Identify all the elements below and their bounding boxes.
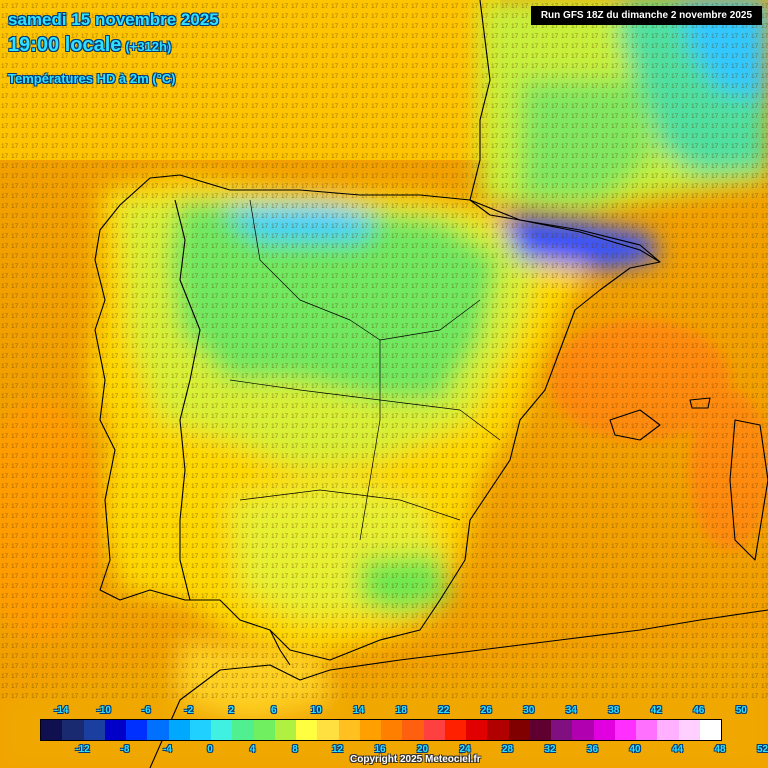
legend-swatch (508, 720, 530, 740)
spain-portugal-border (174, 199, 201, 601)
legend-swatch (296, 720, 318, 740)
legend-tick-top: 10 (310, 705, 322, 716)
legend-tick-top: 26 (480, 705, 492, 716)
legend-swatch (317, 720, 339, 740)
legend-tick-bottom: 28 (501, 744, 514, 755)
sardinia-outline (729, 419, 768, 561)
legend-tick-bottom: 16 (374, 744, 386, 755)
legend-tick-top: 22 (438, 705, 450, 716)
legend-tick-bottom: 24 (459, 744, 471, 755)
legend-tick-bottom: 0 (207, 744, 213, 755)
legend-tick-bottom: 36 (586, 744, 599, 755)
legend-swatch (657, 720, 679, 740)
legend-tick-top: 2 (228, 705, 235, 716)
legend-tick-bottom: 52 (756, 744, 768, 755)
legend-swatch (359, 720, 381, 740)
legend-swatch (189, 720, 211, 740)
legend-swatch (232, 720, 254, 740)
copyright-text: Copyright 2025 Meteociel.fr (350, 754, 481, 765)
legend-tick-top: -10 (96, 705, 111, 716)
legend-tick-top: 42 (650, 705, 662, 716)
legend-swatch (147, 720, 169, 740)
gibraltar-outline (269, 629, 291, 666)
france-coastline (469, 0, 491, 201)
legend-tick-bottom: 32 (544, 744, 556, 755)
legend-swatch (126, 720, 148, 740)
legend-tick-bottom: -8 (120, 744, 130, 755)
legend-tick-top: 30 (523, 705, 535, 716)
legend-tick-top: 18 (395, 705, 407, 716)
value-grid (0, 0, 768, 700)
legend-swatch (529, 720, 551, 740)
legend-swatch (614, 720, 636, 740)
morocco-coastline (149, 609, 768, 768)
legend-swatch (636, 720, 658, 740)
legend-swatch (699, 720, 721, 740)
legend-tick-bottom: 20 (416, 744, 429, 755)
legend-tick-bottom: -12 (75, 744, 90, 755)
field-title: Températures HD à 2m (°C) (8, 71, 176, 86)
regions-inner-d (359, 340, 381, 541)
regions-inner-a (249, 199, 481, 341)
legend-swatch (83, 720, 105, 740)
legend-tick-bottom: -4 (163, 744, 172, 755)
legend-tick-top: 34 (565, 705, 577, 716)
legend-swatch (678, 720, 700, 740)
legend-tick-top: -14 (54, 705, 69, 716)
offset-label: (+312h) (125, 39, 172, 54)
legend-top-ticks: -14 -10 -6 -2 2 6 10 14 18 22 26 30 34 38 42 46 50 (40, 705, 747, 718)
legend-tick-bottom: 48 (714, 744, 726, 755)
run-info-badge: Run GFS 18Z du dimanche 2 novembre 2025 (530, 6, 762, 25)
menorca-outline (689, 397, 711, 409)
legend-bottom-ticks: -12 -8 -4 0 4 8 12 16 20 24 28 32 36 40 44 48 52 (40, 744, 768, 757)
legend-swatch (466, 720, 488, 740)
time-title: 19:00 locale (+312h) (8, 34, 171, 57)
legend-swatch (41, 720, 63, 740)
legend-swatch (104, 720, 126, 740)
legend-swatch (423, 720, 445, 740)
legend-tick-bottom: 12 (331, 744, 344, 755)
legend-tick-bottom: 8 (292, 744, 298, 755)
iberia-coastline (94, 174, 661, 661)
color-legend (40, 719, 722, 741)
spain-france-border (469, 199, 661, 263)
legend-tick-top: 38 (608, 705, 620, 716)
legend-swatch (253, 720, 275, 740)
legend-tick-top: 46 (693, 705, 705, 716)
date-title: samedi 15 novembre 2025 (8, 10, 219, 29)
legend-swatch (211, 720, 233, 740)
legend-tick-top: 50 (735, 705, 747, 716)
legend-swatch (402, 720, 424, 740)
legend-swatch (274, 720, 296, 740)
legend-swatch (62, 720, 84, 740)
legend-swatch (338, 720, 360, 740)
legend-tick-bottom: 44 (671, 744, 684, 755)
legend-swatch (572, 720, 594, 740)
legend-tick-top: -2 (184, 705, 194, 716)
legend-swatch (444, 720, 466, 740)
mallorca-outline (609, 409, 661, 441)
time-label: 19:00 locale (8, 34, 122, 56)
legend-swatch (487, 720, 509, 740)
regions-inner-c (239, 489, 461, 521)
legend-tick-top: -6 (141, 705, 151, 716)
legend-tick-bottom: 40 (629, 744, 641, 755)
legend-tick-top: 14 (353, 705, 365, 716)
legend-tick-bottom: 4 (249, 744, 256, 755)
legend-swatch (551, 720, 573, 740)
legend-swatch (381, 720, 403, 740)
legend-swatch (593, 720, 615, 740)
legend-swatch (168, 720, 190, 740)
legend-tick-top: 6 (270, 705, 277, 716)
